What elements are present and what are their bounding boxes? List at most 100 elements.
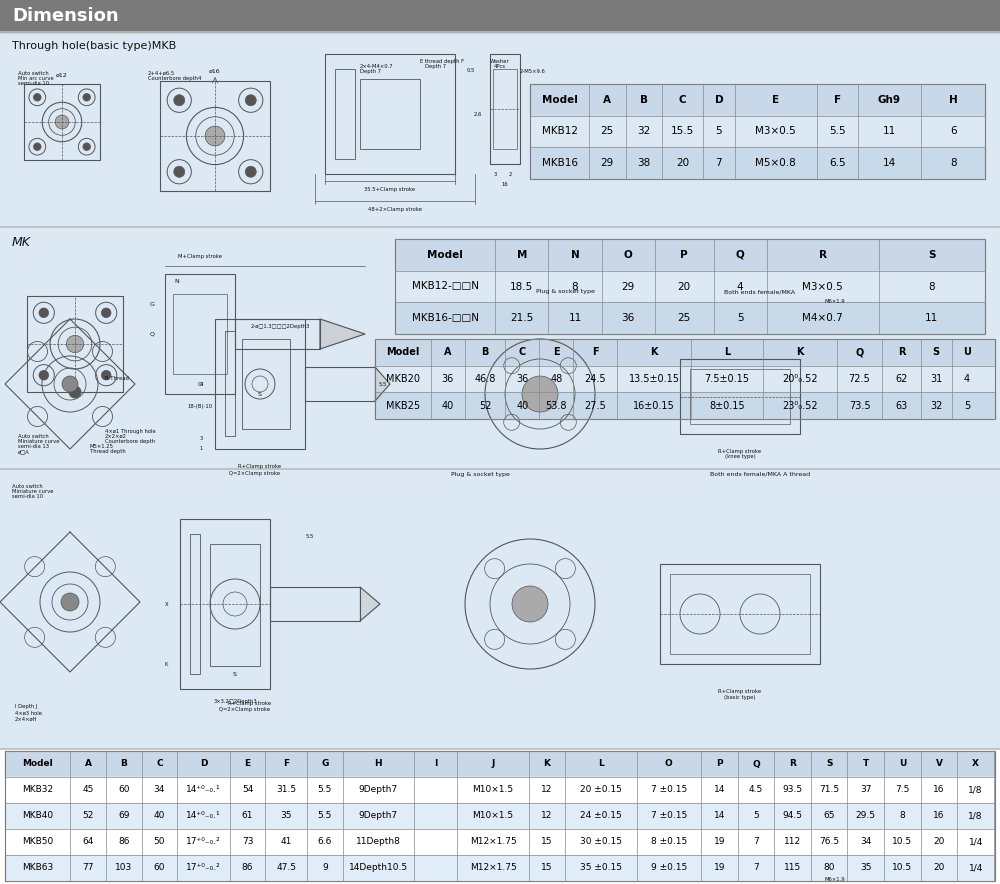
Text: P: P (716, 759, 723, 768)
Circle shape (61, 593, 79, 611)
Text: E: E (772, 95, 779, 105)
Text: 2+4+ø6.5: 2+4+ø6.5 (148, 71, 175, 76)
Text: 31: 31 (930, 374, 942, 384)
Text: MKB12-□□N: MKB12-□□N (412, 281, 479, 292)
Bar (225, 331, 235, 436)
Text: 8 ±0.15: 8 ±0.15 (651, 837, 687, 847)
Bar (395, 302, 985, 334)
Text: E: E (553, 347, 560, 357)
Text: 7.5: 7.5 (895, 786, 910, 795)
Bar (530, 84, 985, 179)
Text: 65: 65 (823, 812, 835, 820)
Text: R: R (819, 250, 827, 260)
Bar (180, 519, 270, 689)
Text: Plug & socket type: Plug & socket type (451, 472, 509, 477)
Bar (360, 79, 420, 149)
Bar (690, 369, 790, 424)
Text: 16±0.15: 16±0.15 (633, 400, 675, 411)
Bar (5, 855, 995, 881)
Text: M10×1.5: M10×1.5 (473, 786, 514, 795)
Text: M+Clamp stroke: M+Clamp stroke (178, 254, 222, 259)
Bar (680, 359, 800, 434)
Text: Both ends female/MKA: Both ends female/MKA (724, 289, 796, 294)
Text: ø16: ø16 (209, 69, 221, 74)
Text: 8±0.15: 8±0.15 (709, 400, 745, 411)
Bar (242, 339, 290, 429)
Text: K: K (650, 347, 658, 357)
Text: 1/4: 1/4 (969, 837, 983, 847)
Text: Model: Model (386, 347, 420, 357)
Text: M3×0.5: M3×0.5 (802, 281, 843, 292)
Text: 48: 48 (550, 374, 562, 384)
Text: 11: 11 (568, 313, 582, 324)
Bar (395, 239, 985, 271)
Text: T: T (863, 759, 869, 768)
Text: R: R (898, 347, 905, 357)
Text: 8: 8 (950, 158, 956, 168)
Text: 11: 11 (883, 126, 896, 136)
Text: 36: 36 (621, 313, 635, 324)
Text: 73: 73 (242, 837, 253, 847)
Text: 8: 8 (900, 812, 905, 820)
Text: O: O (665, 759, 673, 768)
Text: 35.5+Clamp stroke: 35.5+Clamp stroke (364, 187, 416, 192)
Text: 4×ø3 hole: 4×ø3 hole (15, 711, 42, 716)
Bar (5, 803, 995, 829)
Text: 24 ±0.15: 24 ±0.15 (580, 812, 622, 820)
Bar (160, 81, 270, 191)
Text: 32: 32 (637, 126, 650, 136)
Bar (24, 84, 100, 160)
Text: 14Depth10.5: 14Depth10.5 (349, 864, 408, 873)
Text: 20⁰₀.52: 20⁰₀.52 (782, 374, 818, 384)
Text: U: U (899, 759, 906, 768)
Text: F: F (834, 95, 841, 105)
Circle shape (245, 95, 256, 106)
Text: A: A (603, 95, 611, 105)
Text: semi-dia 10: semi-dia 10 (18, 81, 49, 86)
Text: 76.5: 76.5 (819, 837, 839, 847)
Bar (165, 274, 235, 394)
Text: V: V (936, 759, 943, 768)
Text: K: K (544, 759, 551, 768)
Text: 10.5: 10.5 (892, 837, 912, 847)
Text: S: S (933, 347, 940, 357)
Bar (375, 366, 995, 392)
Text: 32: 32 (930, 400, 942, 411)
Text: M4×0.7: M4×0.7 (802, 313, 843, 324)
Text: Washer: Washer (490, 59, 510, 64)
Bar (190, 534, 200, 674)
Text: 20: 20 (933, 837, 945, 847)
Text: 47.5: 47.5 (276, 864, 296, 873)
Text: 64: 64 (82, 837, 94, 847)
Text: 21.5: 21.5 (510, 313, 533, 324)
Text: 20: 20 (676, 158, 689, 168)
Circle shape (62, 376, 78, 392)
Circle shape (83, 143, 90, 150)
Text: 40: 40 (442, 400, 454, 411)
Text: P: P (680, 250, 688, 260)
Text: E: E (244, 759, 251, 768)
Text: X: X (164, 601, 168, 606)
Text: 12: 12 (541, 786, 553, 795)
Circle shape (101, 370, 111, 380)
Text: 5: 5 (716, 126, 722, 136)
Circle shape (205, 126, 225, 146)
Text: 25: 25 (601, 126, 614, 136)
Text: 112: 112 (784, 837, 801, 847)
Circle shape (39, 308, 49, 317)
Text: 2×4-M4×0.7: 2×4-M4×0.7 (360, 64, 394, 69)
Text: Counterbore depth: Counterbore depth (105, 439, 155, 444)
Text: MKB16-□□N: MKB16-□□N (412, 313, 479, 324)
Text: G: G (150, 301, 155, 307)
Bar (215, 319, 305, 449)
Text: N: N (571, 250, 579, 260)
Bar (395, 239, 985, 334)
Text: K: K (165, 661, 168, 667)
Text: 1/8: 1/8 (968, 812, 983, 820)
Circle shape (174, 95, 185, 106)
Text: MKB16: MKB16 (542, 158, 578, 168)
Text: Miniature curve: Miniature curve (18, 439, 60, 444)
Bar (493, 69, 517, 149)
Text: Auto switch: Auto switch (18, 434, 49, 439)
Text: 72.5: 72.5 (849, 374, 870, 384)
